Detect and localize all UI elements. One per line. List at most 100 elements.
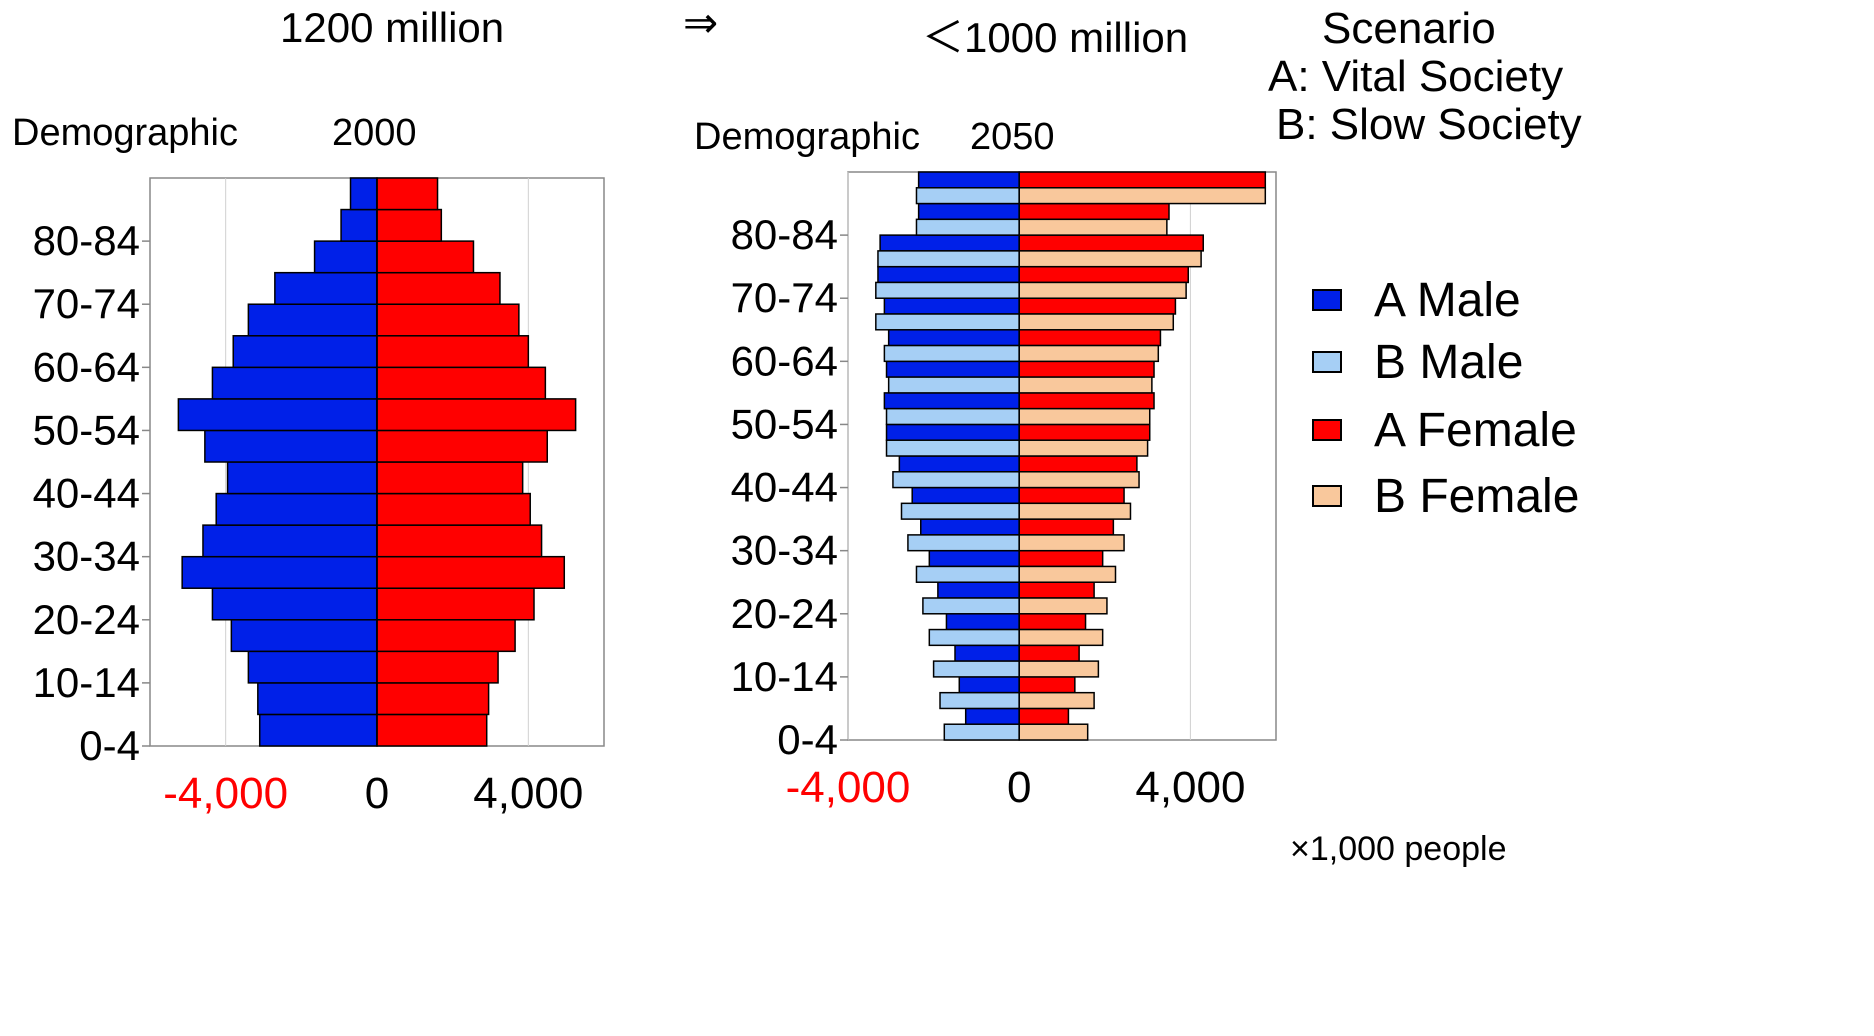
chart2050-age-label: 50-54 [731,400,838,447]
chart2000-x-tick-label: 4,000 [473,769,583,818]
chart2050-bar [892,471,1020,489]
chart2050-bar [915,565,1020,583]
chart2000-bar [226,461,378,495]
chart2050-bar [1018,691,1095,710]
chart2050-bar [943,723,1020,741]
chart2050-bar [1018,171,1267,189]
legend-b-male: B Male [1312,332,1523,392]
chart2050-age-label: 80-84 [731,211,838,258]
chart2000-bar [376,650,499,684]
legend-label-b-female: B Female [1374,469,1580,523]
chart2050-age-label: 0-4 [777,716,838,763]
chart2050-bar [920,518,1020,536]
chart2000-bar [376,240,475,274]
left-chart-subtitle: Demographic [12,112,238,154]
chart2000-bar [376,271,501,305]
chart2000-age-label: 60-64 [33,343,140,390]
chart2050-bar [883,297,1020,315]
chart2000-x-tick-label: 0 [365,769,389,818]
chart2050-age-label: 70-74 [731,274,838,321]
chart2000-bar [376,366,547,400]
chart-2050-pyramid: 0-4 10-14 20-24 30-34 40-44 50-54 60-64 70-74 80… [731,171,1277,812]
chart-2000-pyramid: 0-4 10-14 20-24 30-34 40-44 50-54 60-64 70-74 80… [33,177,605,818]
chart2050-bar [928,628,1020,647]
chart2050-bar [1018,613,1087,631]
chart2050-bar [879,234,1020,252]
chart2050-bar [1018,471,1140,489]
chart2050-bar [1018,234,1204,252]
legend-b-female: B Female [1312,466,1579,526]
chart2050-bar [964,707,1020,725]
chart2050-bar [875,281,1020,299]
chart2050-bar [877,265,1020,284]
chart2050-bar [1018,187,1267,205]
chart2000-bar [376,303,520,337]
chart2000-bar [247,303,378,337]
chart2050-bar [1018,392,1155,410]
legend-swatch-a-female [1312,419,1342,441]
chart2050-age-label: 30-34 [731,527,838,574]
chart2050-bar [1018,313,1175,331]
chart2050-bar [1018,423,1151,441]
legend-swatch-b-female [1312,485,1342,507]
unit-note: ×1,000 people [1290,830,1507,868]
chart2050-bar [911,486,1020,505]
left-population-title: 1200 million [280,4,505,51]
legend-a-female: A Female [1312,400,1577,460]
chart2050-bar [885,360,1020,378]
chart2050-bar [1018,407,1151,426]
chart2000-bar [376,587,535,621]
chart2050-bar [915,187,1020,205]
chart2050-bar [1018,723,1089,741]
legend-swatch-b-male [1312,351,1342,373]
right-chart-subtitle: Demographic [694,116,920,158]
chart2050-bar [1018,644,1080,662]
chart2050-bar [945,613,1020,631]
chart2000-bar [376,461,524,495]
chart2000-bar [258,713,378,747]
chart2000-bar [313,240,378,274]
chart2050-bar [883,344,1020,363]
chart2050-bar [877,250,1020,268]
chart2050-bar [885,407,1020,426]
chart2000-bar [230,619,378,653]
chart2000-bar [376,555,566,589]
chart2050-bar [875,313,1020,331]
chart2050-bar [958,676,1020,694]
chart2000-bar [211,366,378,400]
chart2050-bar [1018,265,1190,284]
chart2050-bar [954,644,1020,662]
chart2050-bar [1018,360,1155,378]
chart2000-bar [376,429,548,463]
legend-a-male: A Male [1312,270,1521,330]
chart2000-bar [247,650,378,684]
chart2050-bar [1018,628,1104,647]
chart2000-bar [376,177,439,211]
chart2000-bar [232,335,378,369]
scenario-a-label: A: Vital Society [1268,52,1564,101]
right-chart-year: 2050 [970,116,1055,158]
chart2000-bar [376,398,577,432]
chart2000-age-label: 0-4 [79,722,140,769]
chart2050-bar [922,597,1020,615]
chart2050-bar [939,691,1020,710]
chart2000-age-label: 30-34 [33,533,140,580]
right-population-title: ＜1000 million [922,14,1189,61]
chart2000-x-tick-label: -4,000 [163,769,288,818]
chart2050-age-label: 40-44 [731,464,838,511]
legend-label-b-male: B Male [1374,335,1524,389]
chart2050-bar [885,439,1020,457]
chart2050-bar [887,329,1020,347]
chart2050-bar [915,218,1020,236]
chart2050-bar [1018,486,1125,505]
chart2050-bar [1018,344,1160,363]
chart2050-bar [907,534,1020,552]
chart2000-bar [181,555,378,589]
chart2050-bar [937,581,1020,599]
chart2050-bar [1018,281,1187,299]
chart2050-bar [1018,502,1132,520]
chart2000-bar [376,619,516,653]
chart2000-bar [257,682,378,716]
chart2050-bar [887,376,1020,394]
chart2050-bar [898,455,1020,473]
